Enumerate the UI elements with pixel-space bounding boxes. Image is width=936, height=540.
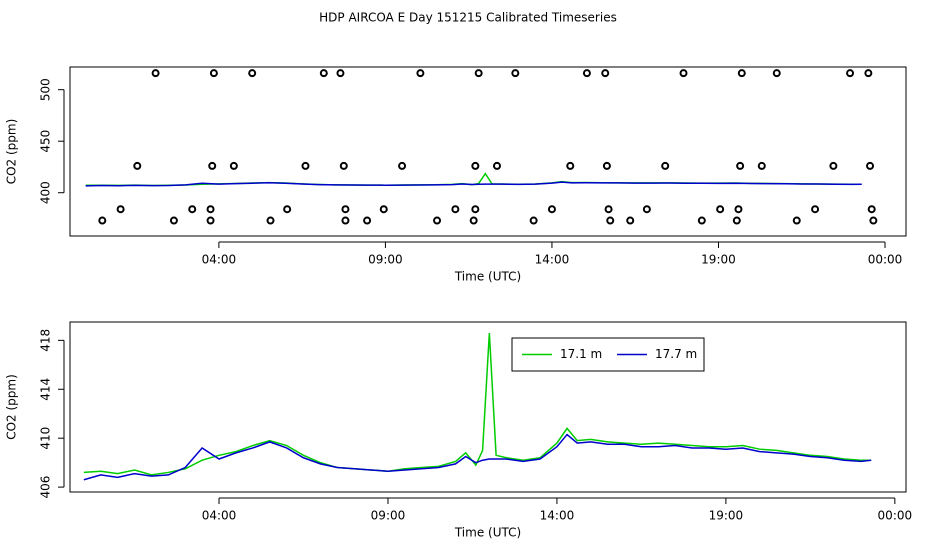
data-point	[582, 69, 591, 78]
x-tick-label: 04:00	[202, 509, 237, 523]
data-line	[83, 332, 872, 476]
data-point	[363, 216, 372, 225]
data-point	[511, 69, 520, 78]
data-point	[642, 205, 651, 214]
data-point	[757, 161, 766, 170]
data-point	[736, 161, 745, 170]
x-tick-label: 00:00	[868, 253, 903, 267]
data-point	[492, 161, 501, 170]
y-tick-label: 500	[39, 78, 53, 101]
y-tick-label: 450	[39, 130, 53, 153]
x-tick-label: 19:00	[701, 253, 736, 267]
x-tick-label: 14:00	[540, 509, 575, 523]
data-point	[336, 69, 345, 78]
data-point	[864, 69, 873, 78]
data-point	[772, 69, 781, 78]
x-axis-label: Time (UTC)	[454, 526, 521, 540]
data-point	[151, 69, 160, 78]
x-tick-label: 14:00	[535, 253, 570, 267]
data-point	[606, 216, 615, 225]
data-point	[471, 161, 480, 170]
data-point	[866, 161, 875, 170]
data-point	[341, 205, 350, 214]
chart-title: HDP AIRCOA E Day 151215 Calibrated Times…	[319, 11, 617, 25]
data-point	[829, 161, 838, 170]
x-tick-label: 04:00	[202, 253, 237, 267]
data-point	[398, 161, 407, 170]
y-tick-label: 418	[39, 329, 53, 352]
data-point	[547, 205, 556, 214]
data-point	[98, 216, 107, 225]
data-point	[188, 205, 197, 214]
data-point	[433, 216, 442, 225]
data-point	[133, 161, 142, 170]
data-point	[206, 205, 215, 214]
data-point	[697, 216, 706, 225]
data-point	[469, 216, 478, 225]
data-point	[209, 69, 218, 78]
data-point	[266, 216, 275, 225]
plot-frame	[69, 321, 907, 493]
data-point	[339, 161, 348, 170]
legend-label: 17.1 m	[560, 347, 602, 361]
data-point	[416, 69, 425, 78]
data-point	[529, 216, 538, 225]
data-point	[451, 205, 460, 214]
y-axis-label: CO2 (ppm)	[5, 374, 19, 440]
data-point	[626, 216, 635, 225]
data-point	[229, 161, 238, 170]
x-tick-label: 09:00	[371, 509, 406, 523]
legend-label: 17.7 m	[655, 347, 697, 361]
data-point	[734, 205, 743, 214]
data-point	[379, 205, 388, 214]
data-point	[248, 69, 257, 78]
data-point	[116, 205, 125, 214]
data-point	[566, 161, 575, 170]
data-line	[85, 181, 862, 187]
data-point	[737, 69, 746, 78]
x-tick-label: 00:00	[878, 509, 913, 523]
data-point	[601, 69, 610, 78]
x-axis-label: Time (UTC)	[454, 270, 521, 284]
data-point	[341, 216, 350, 225]
y-axis-label: CO2 (ppm)	[5, 119, 19, 185]
y-tick-label: 406	[39, 476, 53, 499]
data-line	[83, 433, 872, 481]
plot-frame	[69, 66, 907, 237]
x-tick-label: 09:00	[368, 253, 403, 267]
x-tick-label: 19:00	[709, 509, 744, 523]
data-point	[869, 216, 878, 225]
data-point	[169, 216, 178, 225]
data-point	[474, 69, 483, 78]
data-point	[604, 205, 613, 214]
y-tick-label: 410	[39, 427, 53, 450]
data-point	[846, 69, 855, 78]
data-point	[732, 216, 741, 225]
data-point	[208, 161, 217, 170]
y-tick-label: 400	[39, 181, 53, 204]
data-point	[301, 161, 310, 170]
data-point	[867, 205, 876, 214]
data-point	[319, 69, 328, 78]
data-point	[661, 161, 670, 170]
y-tick-label: 414	[39, 378, 53, 401]
data-point	[283, 205, 292, 214]
data-point	[602, 161, 611, 170]
data-point	[716, 205, 725, 214]
data-point	[206, 216, 215, 225]
data-point	[471, 205, 480, 214]
data-point	[792, 216, 801, 225]
data-point	[811, 205, 820, 214]
data-point	[679, 69, 688, 78]
